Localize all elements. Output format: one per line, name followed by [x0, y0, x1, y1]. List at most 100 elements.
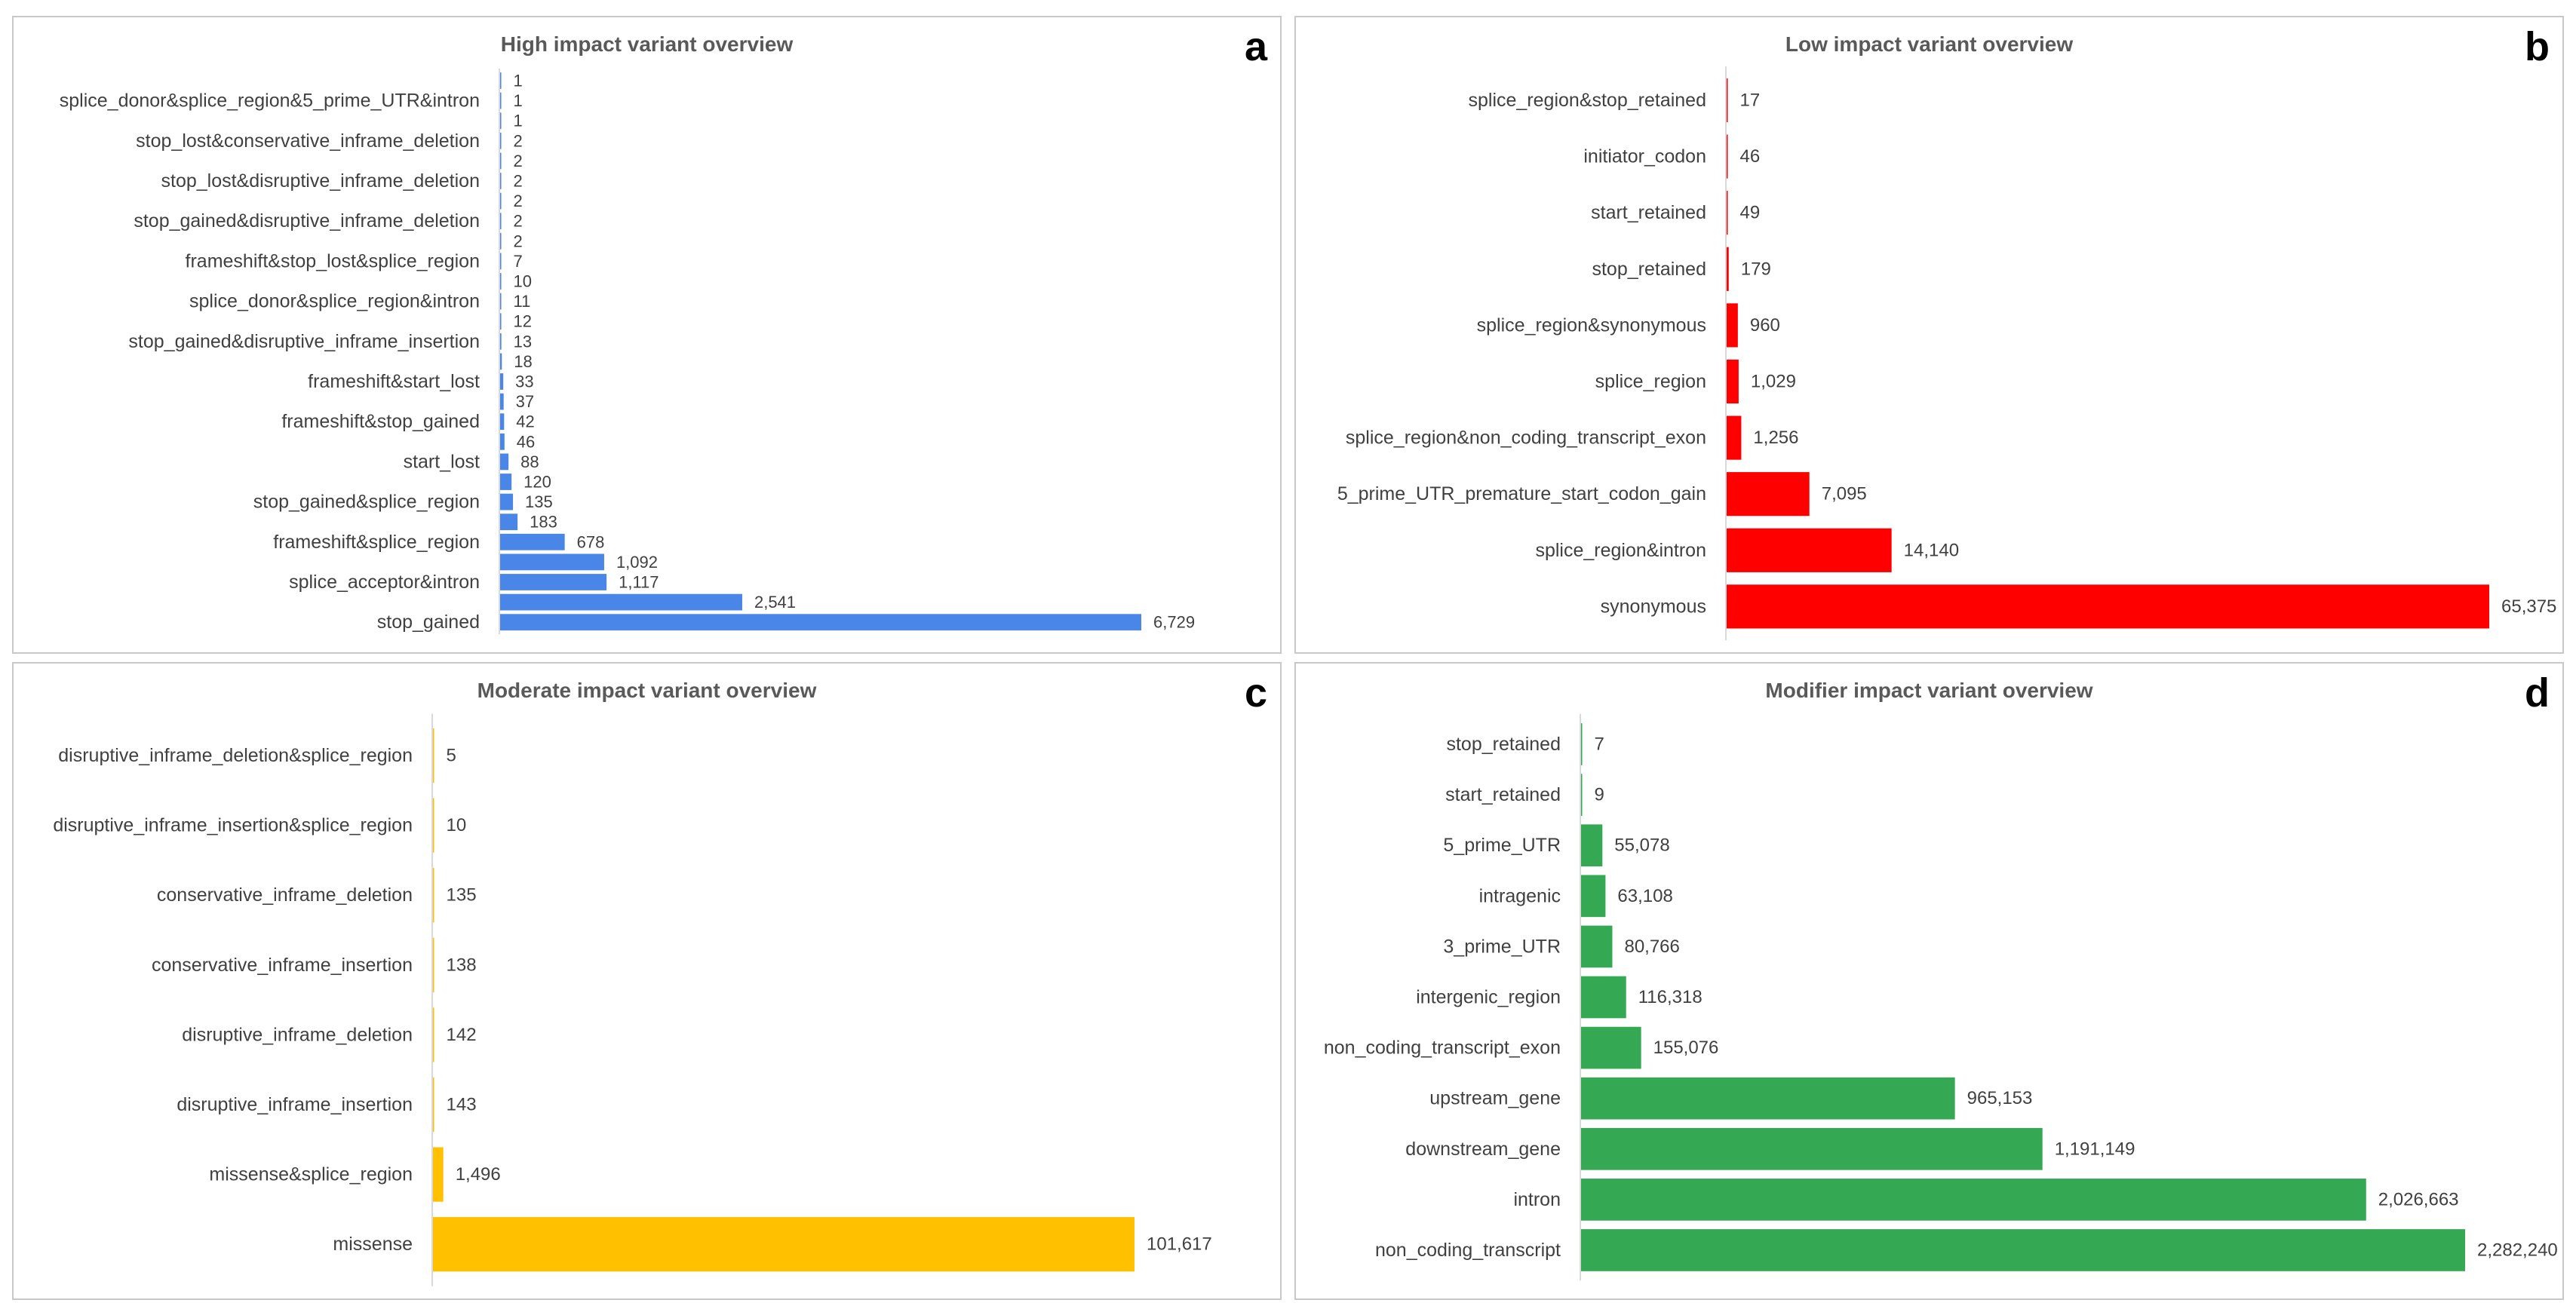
bar: [500, 533, 565, 550]
category-label: splice_donor&splice_region&5_prime_UTR&i…: [60, 90, 480, 112]
data-label: 42: [516, 412, 534, 431]
data-label: 183: [530, 513, 557, 532]
bar: [433, 1217, 1134, 1272]
chart-title: High impact variant overview: [501, 32, 794, 56]
bar: [1727, 584, 2489, 629]
data-label: 155,076: [1653, 1038, 1719, 1058]
data-label: 37: [516, 392, 534, 411]
category-label: downstream_gene: [1405, 1139, 1561, 1160]
bar: [1727, 247, 1729, 291]
data-label: 2: [514, 212, 523, 231]
data-label: 1,117: [619, 573, 659, 592]
data-label: 49: [1740, 203, 1761, 223]
bar: [1581, 723, 1583, 765]
category-label: splice_region&synonymous: [1477, 314, 1706, 336]
bar: [500, 232, 502, 250]
data-label: 55,078: [1614, 835, 1669, 856]
bar: [433, 1147, 444, 1202]
data-label: 101,617: [1147, 1234, 1212, 1255]
category-label: frameshift&stop_gained: [281, 411, 480, 432]
panel-frame: [12, 16, 1282, 654]
data-label: 10: [447, 815, 467, 835]
data-label: 2: [514, 192, 523, 210]
bar: [1581, 875, 1606, 918]
bar: [433, 868, 434, 923]
bar: [1727, 303, 1738, 348]
category-label: non_coding_transcript_exon: [1324, 1038, 1561, 1059]
bar: [433, 1077, 434, 1133]
category-label: splice_region&intron: [1535, 540, 1706, 561]
data-label: 179: [1741, 259, 1771, 279]
chart-title: Moderate impact variant overview: [477, 679, 817, 702]
bar: [1581, 1229, 2465, 1271]
category-label: stop_gained&disruptive_inframe_insertion: [128, 331, 480, 352]
bar: [433, 1007, 434, 1062]
data-label: 1: [514, 112, 523, 130]
bar: [500, 333, 502, 350]
panel-frame: [1294, 16, 2564, 654]
data-label: 5: [447, 746, 456, 766]
category-label: missense: [333, 1234, 413, 1255]
category-label: start_lost: [404, 451, 480, 472]
chart-title: Modifier impact variant overview: [1765, 679, 2092, 702]
data-label: 11: [514, 292, 531, 311]
category-label: stop_gained&splice_region: [253, 492, 480, 513]
data-label: 2: [514, 231, 523, 250]
data-label: 10: [514, 272, 532, 291]
data-label: 33: [515, 372, 533, 391]
bar: [500, 92, 502, 109]
data-label: 2: [514, 131, 523, 150]
bar: [1581, 1179, 2366, 1221]
category-label: frameshift&stop_lost&splice_region: [186, 250, 480, 271]
data-label: 80,766: [1624, 937, 1679, 957]
category-label: non_coding_transcript: [1375, 1240, 1561, 1261]
bar: [500, 413, 505, 431]
category-label: disruptive_inframe_deletion: [182, 1024, 413, 1045]
category-label: intragenic: [1479, 885, 1561, 906]
bar: [500, 574, 607, 590]
category-label: splice_acceptor&intron: [289, 572, 480, 593]
data-label: 142: [447, 1025, 477, 1045]
category-label: 5_prime_UTR_premature_start_codon_gain: [1337, 483, 1706, 504]
data-label: 6,729: [1153, 613, 1195, 632]
data-label: 46: [1740, 146, 1761, 167]
data-label: 13: [514, 332, 532, 351]
chart-panel-b: Low impact variant overview b splice_regio…: [1294, 16, 2564, 654]
bar: [500, 112, 502, 130]
data-label: 17: [1740, 90, 1761, 111]
category-label: disruptive_inframe_deletion&splice_regio…: [58, 745, 413, 766]
data-label: 1,191,149: [2055, 1139, 2135, 1159]
bar: [1727, 472, 1810, 517]
category-label: stop_retained: [1592, 259, 1706, 280]
panel-frame: [12, 662, 1282, 1300]
bar: [500, 593, 742, 611]
category-label: stop_lost&conservative_inframe_deletion: [136, 130, 480, 152]
category-label: conservative_inframe_insertion: [152, 955, 413, 976]
category-label: stop_gained: [377, 612, 480, 633]
data-label: 116,318: [1638, 987, 1702, 1007]
bar: [1581, 1077, 1955, 1120]
panel-letter: d: [2525, 670, 2550, 716]
data-label: 135: [525, 492, 553, 511]
bar: [1581, 925, 1613, 968]
data-label: 1,496: [456, 1164, 501, 1185]
chart-panel-d: Modifier impact variant overview d stop_re…: [1294, 662, 2564, 1300]
bar: [500, 493, 514, 510]
bar: [500, 513, 518, 531]
category-label: splice_region&stop_retained: [1469, 90, 1707, 111]
bar: [500, 313, 502, 330]
bar: [1727, 78, 1728, 123]
data-label: 143: [447, 1095, 477, 1115]
bar: [500, 192, 502, 210]
category-label: frameshift&splice_region: [273, 532, 480, 553]
category-label: stop_lost&disruptive_inframe_deletion: [161, 170, 480, 192]
data-label: 12: [514, 312, 532, 331]
bar: [433, 798, 434, 853]
category-label: stop_gained&disruptive_inframe_deletion: [134, 210, 480, 231]
data-label: 1,029: [1751, 372, 1796, 392]
data-label: 88: [520, 452, 539, 471]
data-label: 965,153: [1967, 1088, 2033, 1108]
category-label: disruptive_inframe_insertion: [177, 1094, 413, 1115]
